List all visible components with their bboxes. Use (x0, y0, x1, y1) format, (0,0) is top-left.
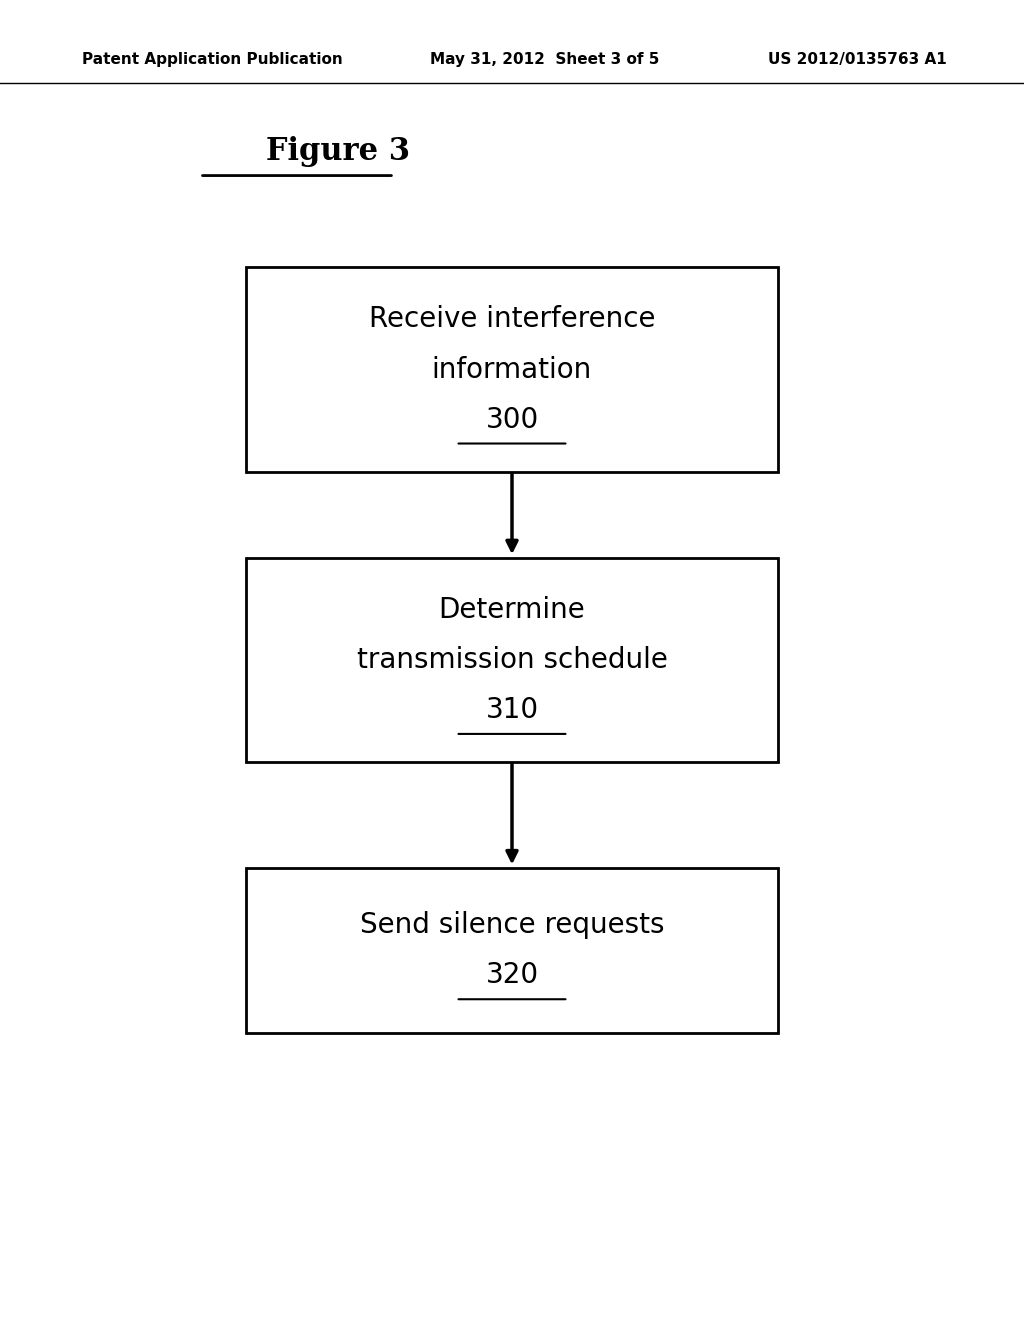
FancyBboxPatch shape (246, 869, 778, 1032)
Text: Receive interference: Receive interference (369, 305, 655, 334)
Text: 310: 310 (485, 696, 539, 725)
Text: 320: 320 (485, 961, 539, 990)
Text: information: information (432, 355, 592, 384)
Text: transmission schedule: transmission schedule (356, 645, 668, 675)
FancyBboxPatch shape (246, 267, 778, 473)
Text: May 31, 2012  Sheet 3 of 5: May 31, 2012 Sheet 3 of 5 (430, 51, 659, 67)
Text: Patent Application Publication: Patent Application Publication (82, 51, 343, 67)
FancyBboxPatch shape (246, 557, 778, 763)
Text: 300: 300 (485, 405, 539, 434)
Text: Figure 3: Figure 3 (266, 136, 411, 168)
Text: Determine: Determine (438, 595, 586, 624)
Text: US 2012/0135763 A1: US 2012/0135763 A1 (768, 51, 947, 67)
Text: Send silence requests: Send silence requests (359, 911, 665, 940)
